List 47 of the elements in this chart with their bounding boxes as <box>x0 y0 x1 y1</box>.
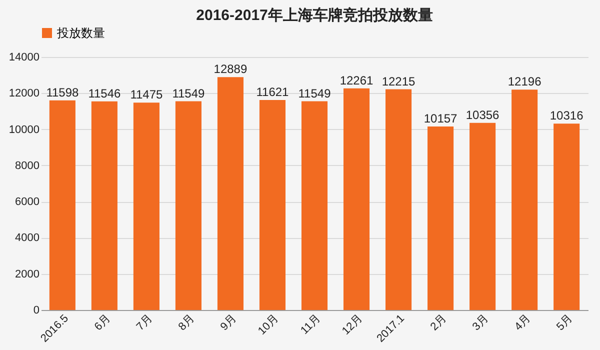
x-tick-label: 9月 <box>218 312 239 334</box>
y-tick-label: 8000 <box>15 160 40 172</box>
bar <box>49 100 76 310</box>
legend-label: 投放数量 <box>56 26 105 40</box>
data-label: 10316 <box>550 108 584 123</box>
bar <box>386 89 412 310</box>
bar <box>301 101 328 310</box>
x-tick-label: 8月 <box>176 312 197 334</box>
y-tick-label: 12000 <box>8 88 40 100</box>
x-tick-label: 4月 <box>512 312 534 334</box>
y-tick-label: 0 <box>33 304 40 316</box>
data-label: 12215 <box>382 74 416 88</box>
x-tick-label: 6月 <box>92 312 113 334</box>
bar <box>133 102 160 310</box>
x-tick-label: 7月 <box>134 312 155 334</box>
data-label: 11598 <box>46 85 79 100</box>
bar <box>175 101 202 310</box>
x-tick-label: 3月 <box>470 312 492 334</box>
bar <box>470 122 496 310</box>
y-tick-label: 6000 <box>15 196 40 208</box>
y-tick-label: 2000 <box>15 268 40 280</box>
x-tick-label: 11月 <box>298 312 323 337</box>
bar <box>91 101 118 310</box>
data-label: 11475 <box>130 88 164 102</box>
y-tick-label: 10000 <box>8 124 40 136</box>
bar <box>428 126 454 310</box>
data-label: 10356 <box>466 108 500 122</box>
data-label: 12261 <box>340 73 374 88</box>
bar <box>343 88 370 310</box>
y-tick-label: 4000 <box>15 232 40 244</box>
chart-title: 2016-2017年上海车牌竞拍投放数量 <box>196 6 433 24</box>
data-label: 11549 <box>298 86 332 100</box>
data-label: 11546 <box>88 86 121 100</box>
bar <box>554 124 580 310</box>
bar <box>259 100 286 310</box>
data-label: 12889 <box>214 62 248 76</box>
data-label: 11549 <box>172 86 206 100</box>
x-tick-label: 12月 <box>340 312 365 338</box>
x-tick-label: 10月 <box>256 312 281 338</box>
y-tick-label: 14000 <box>8 52 40 64</box>
data-label: 12196 <box>508 74 542 89</box>
data-label: 11621 <box>256 84 290 99</box>
x-tick-label: 5月 <box>554 312 576 334</box>
bar <box>512 90 538 310</box>
x-tick-label: 2月 <box>428 312 450 334</box>
bar <box>217 77 244 310</box>
data-label: 10157 <box>424 111 458 126</box>
